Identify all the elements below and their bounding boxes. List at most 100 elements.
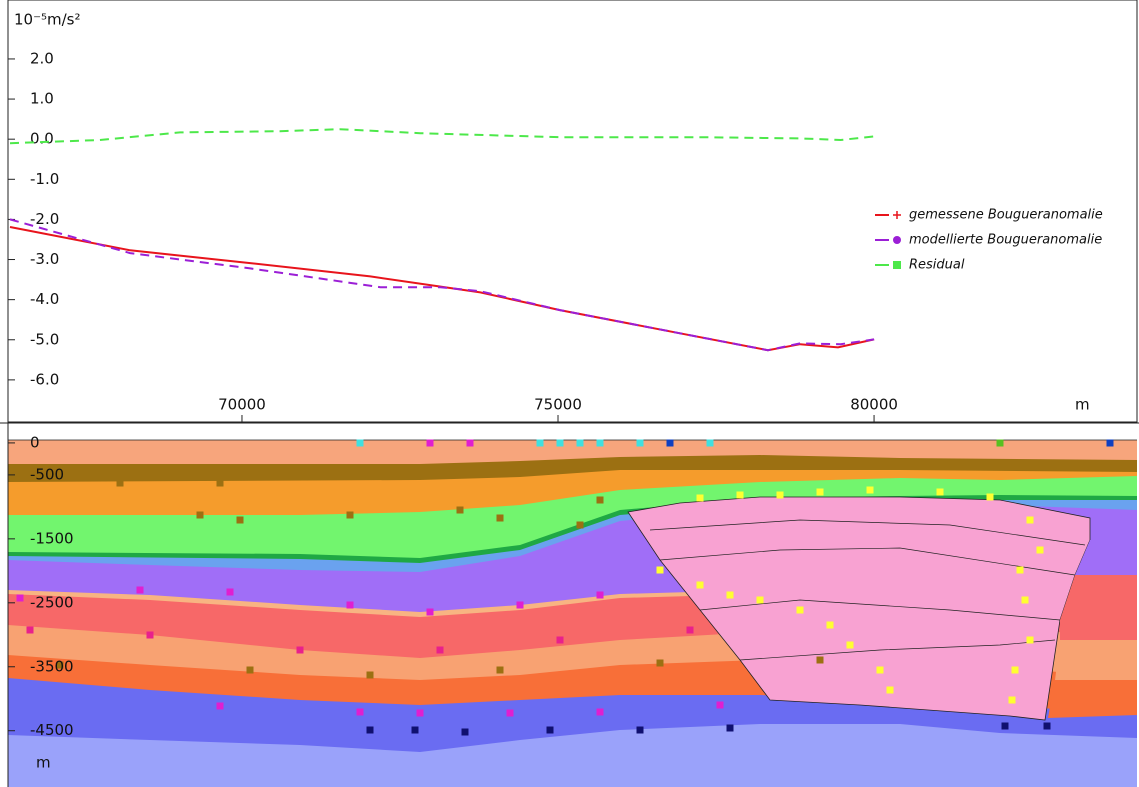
observation-point bbox=[496, 666, 504, 674]
legend-symbol bbox=[893, 211, 901, 219]
observation-point bbox=[1026, 636, 1034, 644]
legend-label: gemessene Bougueranomalie bbox=[909, 208, 1103, 223]
y-tick-label: -5.0 bbox=[30, 330, 59, 348]
y-tick-label: -1500 bbox=[30, 529, 74, 547]
cross-section bbox=[8, 439, 1137, 787]
observation-point bbox=[556, 636, 564, 644]
y-tick-label: 2.0 bbox=[30, 49, 54, 67]
observation-point bbox=[1036, 546, 1044, 554]
y-tick-label: 0.0 bbox=[30, 130, 54, 148]
observation-point bbox=[1026, 516, 1034, 524]
y-tick-label: -2500 bbox=[30, 593, 74, 611]
observation-point bbox=[596, 496, 604, 504]
layer bbox=[1075, 540, 1137, 575]
observation-point bbox=[216, 702, 224, 710]
observation-point bbox=[16, 594, 24, 602]
observation-point bbox=[456, 506, 464, 514]
observation-point bbox=[866, 486, 874, 494]
observation-point bbox=[56, 661, 64, 669]
observation-point bbox=[116, 479, 124, 487]
observation-point bbox=[196, 511, 204, 519]
observation-point bbox=[416, 709, 424, 717]
observation-point bbox=[816, 488, 824, 496]
observation-point bbox=[686, 626, 694, 634]
observation-point bbox=[1106, 439, 1114, 447]
layer bbox=[1060, 575, 1137, 640]
observation-point bbox=[536, 439, 544, 447]
y-tick-label: -2.0 bbox=[30, 210, 59, 228]
observation-point bbox=[316, 466, 324, 474]
y-axis-unit: 10⁻⁵m/s² bbox=[14, 11, 81, 29]
layer bbox=[1048, 680, 1137, 718]
observation-point bbox=[496, 514, 504, 522]
y-tick-label: -500 bbox=[30, 465, 64, 483]
observation-point bbox=[636, 439, 644, 447]
observation-point bbox=[366, 726, 374, 734]
observation-point bbox=[296, 646, 304, 654]
observation-points bbox=[16, 439, 1114, 736]
observation-point bbox=[1016, 566, 1024, 574]
y-tick-label: -1.0 bbox=[30, 170, 59, 188]
observation-point bbox=[346, 511, 354, 519]
y-tick-label: 1.0 bbox=[30, 90, 54, 108]
observation-point bbox=[826, 621, 834, 629]
observation-point bbox=[716, 701, 724, 709]
observation-point bbox=[226, 588, 234, 596]
observation-point bbox=[216, 479, 224, 487]
horizon bbox=[699, 599, 1061, 621]
legend-symbol bbox=[893, 261, 901, 269]
observation-point bbox=[366, 671, 374, 679]
section-unit: m bbox=[36, 754, 51, 772]
observation-point bbox=[426, 608, 434, 616]
y-tick-label: -3500 bbox=[30, 657, 74, 675]
horizon bbox=[649, 519, 1086, 546]
observation-point bbox=[436, 646, 444, 654]
observation-point bbox=[706, 439, 714, 447]
observation-point bbox=[636, 726, 644, 734]
observation-point bbox=[776, 491, 784, 499]
x-tick-label: 75000 bbox=[534, 396, 582, 414]
series-line bbox=[9, 218, 875, 352]
y-tick-label: -3.0 bbox=[30, 250, 59, 268]
observation-point bbox=[656, 566, 664, 574]
observation-point bbox=[666, 439, 674, 447]
observation-point bbox=[461, 728, 469, 736]
observation-point bbox=[1021, 596, 1029, 604]
observation-point bbox=[546, 726, 554, 734]
observation-point bbox=[576, 521, 584, 529]
observation-point bbox=[576, 439, 584, 447]
observation-point bbox=[996, 439, 1004, 447]
observation-point bbox=[356, 708, 364, 716]
x-tick-label: 70000 bbox=[218, 396, 266, 414]
observation-point bbox=[696, 494, 704, 502]
series-line bbox=[9, 128, 875, 145]
observation-point bbox=[876, 666, 884, 674]
observation-point bbox=[26, 626, 34, 634]
observation-point bbox=[426, 439, 434, 447]
legend-label: modellierte Bougueranomalie bbox=[909, 233, 1102, 248]
observation-point bbox=[426, 466, 434, 474]
legend-symbol bbox=[893, 236, 901, 244]
observation-point bbox=[466, 439, 474, 447]
observation-point bbox=[246, 666, 254, 674]
profile-frame bbox=[7, 0, 1138, 423]
x-tick-label: 80000 bbox=[850, 396, 898, 414]
observation-point bbox=[736, 491, 744, 499]
observation-point bbox=[596, 439, 604, 447]
observation-point bbox=[136, 586, 144, 594]
legend-label: Residual bbox=[909, 258, 965, 273]
layer bbox=[1055, 640, 1137, 680]
observation-point bbox=[516, 601, 524, 609]
x-axis-unit: m bbox=[1075, 396, 1090, 414]
observation-point bbox=[936, 488, 944, 496]
y-tick-label: 0 bbox=[30, 433, 40, 451]
observation-point bbox=[516, 464, 524, 472]
observation-point bbox=[506, 709, 514, 717]
observation-point bbox=[726, 591, 734, 599]
observation-point bbox=[1001, 722, 1009, 730]
observation-point bbox=[356, 439, 364, 447]
y-tick-label: -6.0 bbox=[30, 370, 59, 388]
y-tick-label: -4.0 bbox=[30, 290, 59, 308]
observation-point bbox=[346, 601, 354, 609]
